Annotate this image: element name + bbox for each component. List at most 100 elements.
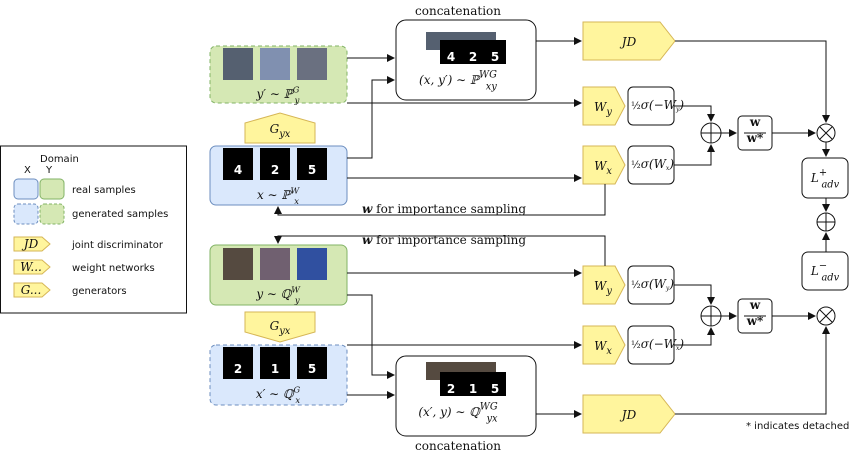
math-base: W [594,100,608,114]
svhn-image [297,248,327,280]
digit: 2 [447,382,455,396]
math-sub: y [605,107,612,118]
legend-text: real samples [72,185,136,196]
math-sup: W [290,186,300,196]
mnist-image [484,372,506,396]
math-label: Wx [594,159,612,177]
legend-icon [13,236,51,252]
digit: 1 [271,362,279,376]
sub: x [666,165,670,172]
math-label: y ∼ ℚW y [255,285,301,305]
legend-icon-label: W... [20,260,42,274]
digit: 5 [308,163,316,177]
math-sub: yx [278,326,291,337]
svhn-image [223,48,253,80]
math-label: (x, y′) ∼ ℙWG xy [419,70,497,93]
math-sup: WG [479,70,497,81]
body: σ(−W [641,98,678,112]
activation-label: ½σ(Wx) [631,157,674,172]
coef: ½ [631,340,641,351]
legend-swatch [39,178,65,200]
body: σ(W [641,157,668,171]
concat-label: concatenation [415,4,501,18]
connector [274,235,606,266]
mnist-image [260,347,290,379]
jd-box [582,394,676,434]
jd-label: JD [619,408,637,422]
math-base: G [270,122,280,136]
note: * indicates detached [746,421,849,432]
connector [347,294,395,379]
legend-swatch [13,178,39,200]
math-sup: G [293,385,300,395]
legend-swatch [39,203,65,225]
activation-label: ½σ(−Wx) [631,337,684,352]
norm-den: w* [746,314,764,328]
body: σ(W [641,277,668,291]
wx-box [582,145,626,185]
digit: 5 [491,50,499,64]
generator-arrow [244,311,316,343]
math-label: Wx [594,339,612,357]
bold-w: w [362,202,373,216]
math-sub: xy [486,82,498,93]
generator-arrow [244,112,316,144]
legend-text: generated samples [72,209,168,220]
sub: x [676,345,680,352]
legend-icon [13,259,51,275]
legend-text: Y [45,165,53,176]
mnist-image [484,40,506,64]
math-sub: y [605,286,612,297]
math-label: Wy [594,279,612,297]
feedback-label: w for importance sampling [362,233,526,247]
legend-text: joint discriminator [71,240,164,251]
connector [674,327,715,346]
close: ) [668,277,674,291]
math-label: Wy [594,100,612,118]
math-base: W [594,339,608,353]
math-base: W [594,279,608,293]
wy-box [582,265,626,305]
legend-icon-label: JD [21,237,39,251]
math-base: x ∼ ℙ [257,188,292,202]
sub: y [665,285,670,292]
math-sub: y [294,295,300,305]
coef: ½ [631,160,641,171]
math-label: L− adv [810,261,840,284]
feedback-label: w for importance sampling [362,202,526,216]
math-sub: x [294,196,299,206]
math-label: (x′, y) ∼ ℚWG yx [418,402,498,425]
legend-icon [13,282,51,298]
connector [701,306,721,326]
jd-label: JD [619,35,637,49]
mnist-image [462,40,484,64]
coef: ½ [631,280,641,291]
math-base: W [594,159,608,173]
connector [674,284,715,305]
math-sub: x [606,346,612,357]
mnist-image [440,40,462,64]
connector [274,184,606,216]
math-sub: x [295,395,300,405]
labels: concatenation concatenation JD JD * indi… [20,4,849,453]
math-label: Gyx [270,122,291,140]
math-sup: WG [480,402,498,413]
bold-w: w [362,233,373,247]
math-base: y ∼ ℚ [255,287,292,301]
math-sub: yx [278,129,291,140]
activation-label: ½σ(−Wy) [631,98,684,113]
math-sup: + [819,168,827,179]
digit: 1 [469,382,477,396]
activation-label: ½σ(Wy) [631,277,674,292]
svhn-image [297,48,327,80]
connector [819,126,833,140]
body: σ(−W [641,337,678,351]
mnist-image [297,347,327,379]
math-label: Gyx [270,319,291,337]
norm-den: w* [746,131,764,145]
digit: 4 [234,163,242,177]
digit: 4 [447,50,455,64]
math-base: L [810,264,819,278]
mnist-image [260,148,290,180]
